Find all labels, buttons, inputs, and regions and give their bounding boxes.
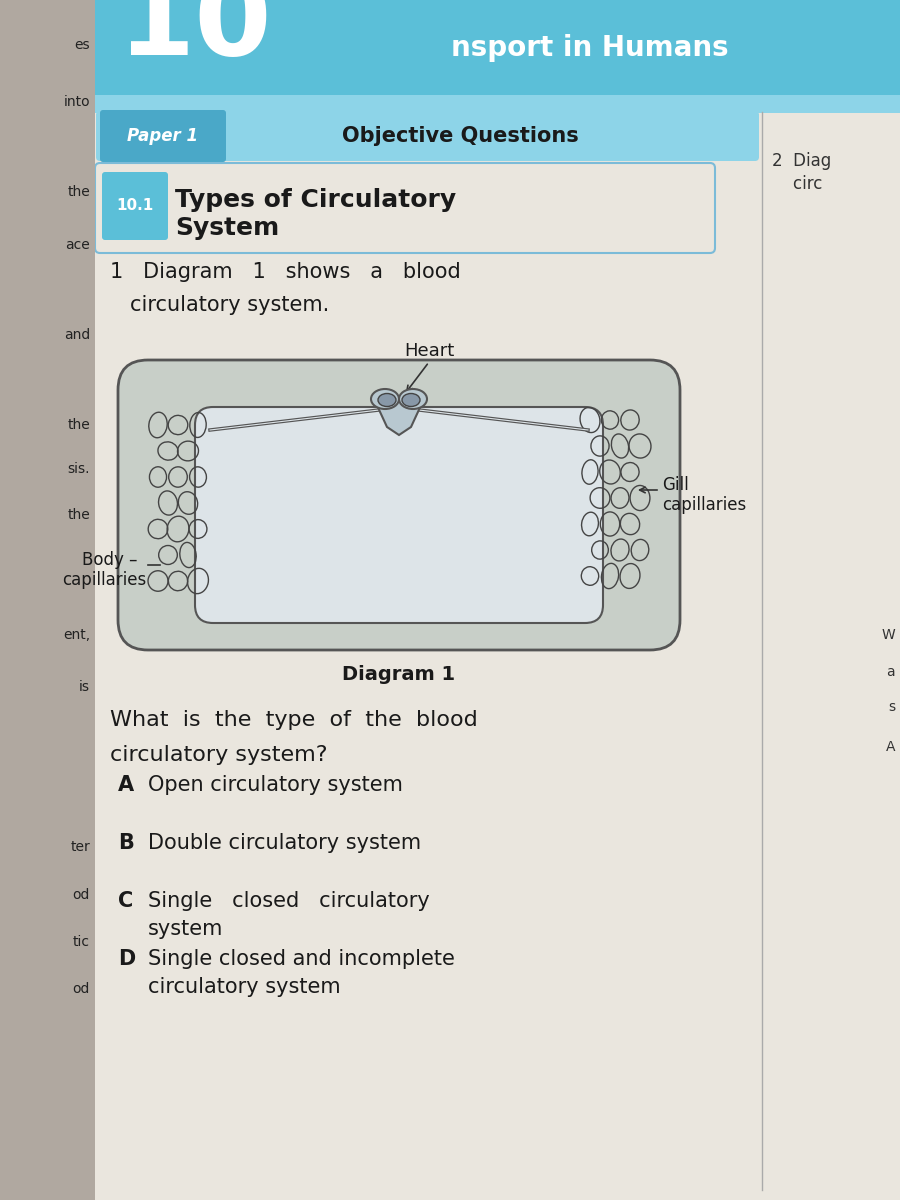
FancyBboxPatch shape xyxy=(118,360,680,650)
Text: Single   closed   circulatory: Single closed circulatory xyxy=(148,890,430,911)
FancyBboxPatch shape xyxy=(102,172,168,240)
Text: W: W xyxy=(881,628,895,642)
Text: the: the xyxy=(68,508,90,522)
Text: nsport in Humans: nsport in Humans xyxy=(451,34,729,62)
Bar xyxy=(0,0,95,1200)
Text: es: es xyxy=(75,38,90,52)
Text: What  is  the  type  of  the  blood: What is the type of the blood xyxy=(110,710,478,730)
Text: ter: ter xyxy=(70,840,90,854)
FancyBboxPatch shape xyxy=(96,110,759,161)
Text: circulatory system.: circulatory system. xyxy=(130,295,329,314)
Text: circ: circ xyxy=(772,175,823,193)
Text: into: into xyxy=(63,95,90,109)
Text: the: the xyxy=(68,185,90,199)
Text: Double circulatory system: Double circulatory system xyxy=(148,833,421,853)
Text: ace: ace xyxy=(65,238,90,252)
Text: s: s xyxy=(888,700,895,714)
Text: the: the xyxy=(68,418,90,432)
Bar xyxy=(95,95,900,113)
Text: 2  Diag: 2 Diag xyxy=(772,152,832,170)
Text: A: A xyxy=(886,740,895,754)
Text: od: od xyxy=(73,888,90,902)
Text: Heart: Heart xyxy=(404,342,454,360)
Text: Gill: Gill xyxy=(662,476,688,494)
Text: Objective Questions: Objective Questions xyxy=(342,126,579,146)
Text: 10: 10 xyxy=(118,0,273,78)
Text: sis.: sis. xyxy=(68,462,90,476)
Text: 1   Diagram   1   shows   a   blood: 1 Diagram 1 shows a blood xyxy=(110,262,461,282)
Text: Types of Circulatory: Types of Circulatory xyxy=(175,188,456,212)
Ellipse shape xyxy=(399,389,427,409)
Text: and: and xyxy=(64,328,90,342)
Text: Open circulatory system: Open circulatory system xyxy=(148,775,403,794)
Text: capillaries: capillaries xyxy=(662,496,746,514)
Text: Paper 1: Paper 1 xyxy=(128,127,199,145)
Text: C: C xyxy=(118,890,133,911)
Bar xyxy=(95,0,900,95)
Text: D: D xyxy=(118,949,135,970)
Text: circulatory system: circulatory system xyxy=(148,977,340,997)
Text: Single closed and incomplete: Single closed and incomplete xyxy=(148,949,454,970)
Text: od: od xyxy=(73,982,90,996)
Text: circulatory system?: circulatory system? xyxy=(110,745,328,766)
Text: A: A xyxy=(118,775,134,794)
Text: Diagram 1: Diagram 1 xyxy=(342,666,455,684)
Text: is: is xyxy=(79,680,90,694)
Text: 10.1: 10.1 xyxy=(116,198,154,214)
Ellipse shape xyxy=(402,394,420,407)
FancyBboxPatch shape xyxy=(95,163,715,253)
Text: tic: tic xyxy=(73,935,90,949)
Polygon shape xyxy=(375,401,423,434)
Text: system: system xyxy=(148,919,223,938)
Text: System: System xyxy=(175,216,279,240)
FancyBboxPatch shape xyxy=(195,407,603,623)
Text: capillaries: capillaries xyxy=(62,571,146,589)
Text: a: a xyxy=(886,665,895,679)
Bar xyxy=(95,0,900,1200)
Text: Body –: Body – xyxy=(83,551,138,569)
FancyBboxPatch shape xyxy=(100,110,226,162)
Text: ent,: ent, xyxy=(63,628,90,642)
Ellipse shape xyxy=(378,394,396,407)
Text: B: B xyxy=(118,833,134,853)
Ellipse shape xyxy=(371,389,399,409)
